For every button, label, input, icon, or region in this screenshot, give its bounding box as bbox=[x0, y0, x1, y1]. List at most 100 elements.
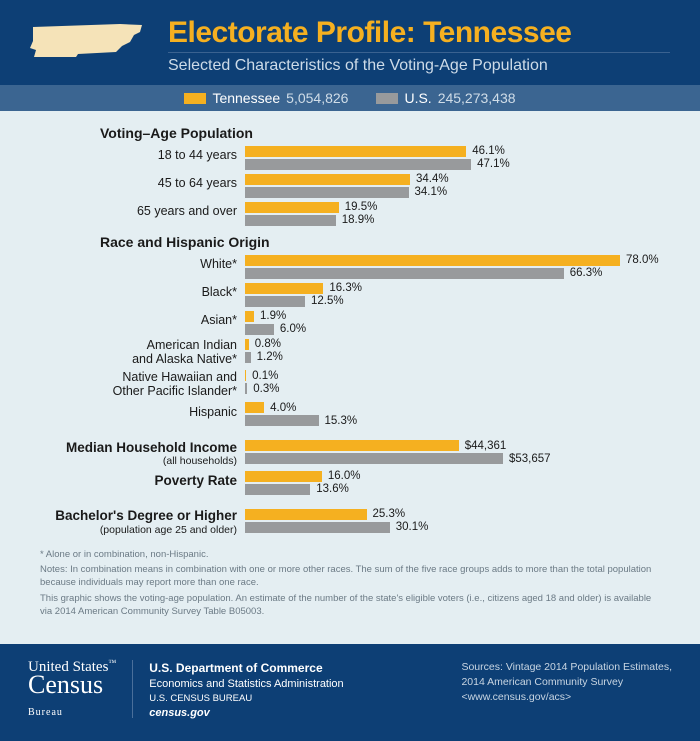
us-bar bbox=[245, 215, 336, 226]
footnote-1: * Alone or in combination, non-Hispanic. bbox=[40, 549, 660, 562]
tn-bar bbox=[245, 339, 249, 350]
row-label: White* bbox=[40, 254, 245, 271]
row-label: Poverty Rate bbox=[40, 470, 245, 489]
page-subtitle: Selected Characteristics of the Voting-A… bbox=[168, 52, 670, 75]
tn-bar bbox=[245, 202, 339, 213]
chart-row: Black* 16.3%12.5% bbox=[40, 282, 660, 307]
header: Electorate Profile: Tennessee Selected C… bbox=[0, 0, 700, 85]
source-line-2: 2014 American Community Survey bbox=[461, 675, 672, 690]
chart-row: 45 to 64 years 34.4%34.1% bbox=[40, 173, 660, 198]
tn-bar bbox=[245, 370, 246, 381]
footnote-3: This graphic shows the voting-age popula… bbox=[40, 593, 660, 619]
tn-bar bbox=[245, 146, 466, 157]
logo-bureau: Bureau bbox=[28, 707, 63, 718]
legend-us-value: 245,273,438 bbox=[438, 90, 516, 106]
tn-value: 16.3% bbox=[329, 282, 362, 294]
source-line-3: <www.census.gov/acs> bbox=[461, 690, 672, 705]
legend: Tennessee 5,054,826 U.S. 245,273,438 bbox=[0, 85, 700, 111]
tn-bar bbox=[245, 255, 620, 266]
tn-value: 78.0% bbox=[626, 254, 659, 266]
us-bar bbox=[245, 268, 564, 279]
tn-value: 1.9% bbox=[260, 310, 286, 322]
us-value: 1.2% bbox=[257, 351, 283, 363]
logo-census: Census bbox=[28, 670, 103, 699]
chart-row: White*78.0%66.3% bbox=[40, 254, 660, 279]
tn-value: 0.1% bbox=[252, 370, 278, 382]
us-value: 18.9% bbox=[342, 214, 375, 226]
row-label: 65 years and over bbox=[40, 201, 245, 218]
chart-row: Native Hawaiian andOther Pacific Islande… bbox=[40, 370, 660, 399]
row-label: Native Hawaiian andOther Pacific Islande… bbox=[40, 370, 245, 399]
legend-tn: Tennessee 5,054,826 bbox=[184, 90, 348, 106]
tn-bar bbox=[245, 440, 459, 451]
us-bar bbox=[245, 522, 390, 533]
tn-value: 0.8% bbox=[255, 338, 281, 350]
us-bar bbox=[245, 484, 310, 495]
us-value: 34.1% bbox=[415, 186, 448, 198]
legend-tn-value: 5,054,826 bbox=[286, 90, 348, 106]
tn-value: 25.3% bbox=[373, 508, 406, 520]
footer-agency: U.S. Department of Commerce Economics an… bbox=[149, 660, 461, 721]
footer-dept: U.S. Department of Commerce bbox=[149, 660, 461, 677]
footer: United States™ Census Bureau U.S. Depart… bbox=[0, 644, 700, 741]
tn-bar bbox=[245, 509, 367, 520]
footer-bureau: U.S. CENSUS BUREAU bbox=[149, 692, 461, 705]
chart-row: 65 years and over 19.5%18.9% bbox=[40, 201, 660, 226]
chart-row: Bachelor's Degree or Higher(population a… bbox=[40, 508, 660, 536]
footnotes: * Alone or in combination, non-Hispanic.… bbox=[0, 543, 700, 626]
us-value: 47.1% bbox=[477, 158, 510, 170]
tn-bar bbox=[245, 311, 254, 322]
legend-tn-label: Tennessee bbox=[212, 90, 280, 106]
page-title: Electorate Profile: Tennessee bbox=[168, 16, 670, 50]
census-logo: United States™ Census Bureau bbox=[28, 660, 133, 718]
tn-bar bbox=[245, 174, 410, 185]
section-title: Race and Hispanic Origin bbox=[40, 234, 660, 250]
tn-value: 19.5% bbox=[345, 201, 378, 213]
us-bar bbox=[245, 453, 503, 464]
chart-row: American Indianand Alaska Native*0.8%1.2… bbox=[40, 338, 660, 367]
chart-area: Voting–Age Population18 to 44 years46.1%… bbox=[0, 111, 700, 543]
row-label: 18 to 44 years bbox=[40, 145, 245, 162]
us-bar bbox=[245, 187, 409, 198]
tn-value: 4.0% bbox=[270, 402, 296, 414]
row-label: Black* bbox=[40, 282, 245, 299]
chart-row: Hispanic 4.0% 15.3% bbox=[40, 402, 660, 427]
us-value: 0.3% bbox=[253, 383, 279, 395]
footer-admin: Economics and Statistics Administration bbox=[149, 677, 461, 692]
us-value: 30.1% bbox=[396, 521, 429, 533]
row-label: Asian* bbox=[40, 310, 245, 327]
chart-row: Asian* 1.9%6.0% bbox=[40, 310, 660, 335]
chart-row: Poverty Rate 16.0%13.6% bbox=[40, 470, 660, 495]
us-value: 6.0% bbox=[280, 323, 306, 335]
tn-value: $44,361 bbox=[465, 440, 507, 452]
footnote-2: Notes: In combination means in combinati… bbox=[40, 564, 660, 590]
us-bar bbox=[245, 415, 319, 426]
us-value: 15.3% bbox=[325, 415, 358, 427]
us-swatch-icon bbox=[376, 93, 398, 104]
tn-bar bbox=[245, 283, 323, 294]
tn-value: 46.1% bbox=[472, 145, 505, 157]
us-bar bbox=[245, 383, 247, 394]
us-value: 13.6% bbox=[316, 483, 349, 495]
row-label: Hispanic bbox=[40, 402, 245, 419]
chart-row: Median Household Income(all households) $… bbox=[40, 440, 660, 468]
footer-sources: Sources: Vintage 2014 Population Estimat… bbox=[461, 660, 672, 704]
legend-us: U.S. 245,273,438 bbox=[376, 90, 515, 106]
us-value: 12.5% bbox=[311, 295, 344, 307]
tn-swatch-icon bbox=[184, 93, 206, 104]
chart-row: 18 to 44 years 46.1%47.1% bbox=[40, 145, 660, 170]
us-bar bbox=[245, 159, 471, 170]
us-bar bbox=[245, 296, 305, 307]
tn-bar bbox=[245, 402, 264, 413]
row-label: Bachelor's Degree or Higher(population a… bbox=[40, 508, 245, 536]
us-bar bbox=[245, 324, 274, 335]
header-text: Electorate Profile: Tennessee Selected C… bbox=[168, 16, 670, 75]
us-bar bbox=[245, 352, 251, 363]
us-value: $53,657 bbox=[509, 453, 551, 465]
footer-site: census.gov bbox=[149, 706, 461, 721]
tn-value: 34.4% bbox=[416, 173, 449, 185]
row-label: Median Household Income(all households) bbox=[40, 440, 245, 468]
row-label: 45 to 64 years bbox=[40, 173, 245, 190]
tn-bar bbox=[245, 471, 322, 482]
tn-value: 16.0% bbox=[328, 470, 361, 482]
